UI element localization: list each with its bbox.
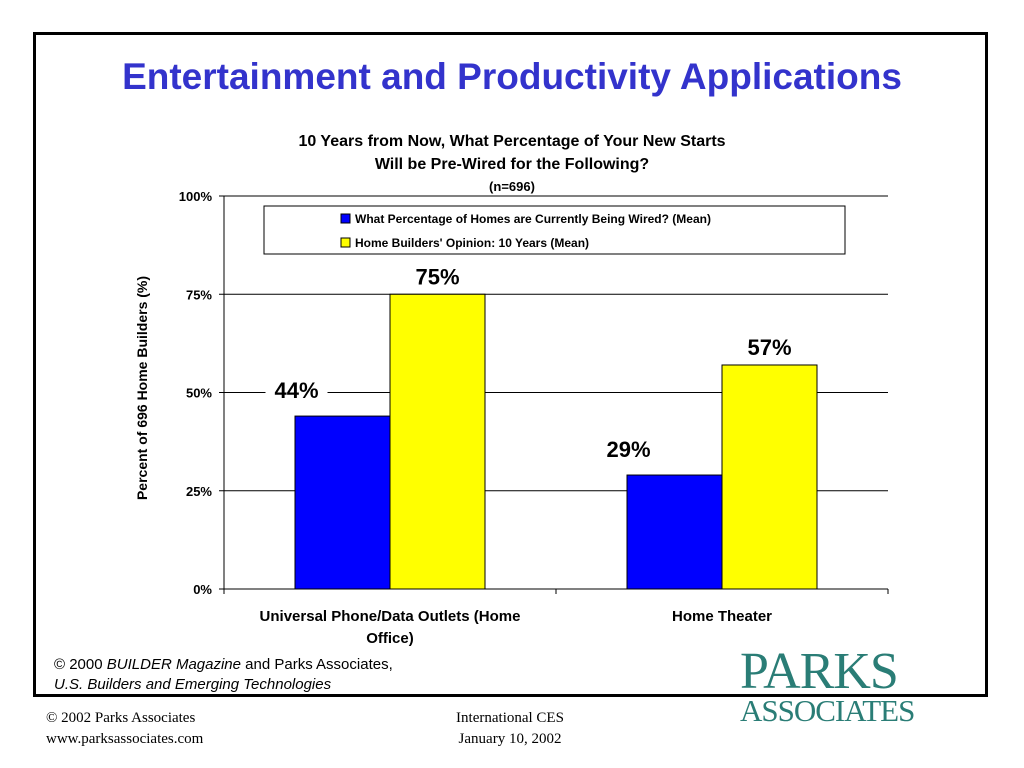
bar-chart: 10 Years from Now, What Percentage of Yo… xyxy=(179,133,889,647)
legend: What Percentage of Homes are Currently B… xyxy=(263,205,846,255)
chart-title: 10 Years from Now, What Percentage of Yo… xyxy=(298,133,725,194)
y-axis: 0% 25% 50% 75% 100% xyxy=(179,189,889,597)
legend-swatch xyxy=(340,213,351,224)
chart-title-line: Will be Pre-Wired for the Following? xyxy=(375,156,649,173)
data-labels: 44% 75% 29% 57% xyxy=(265,262,801,464)
y-tick-label: 50% xyxy=(186,386,212,401)
bar xyxy=(294,415,391,590)
legend-box xyxy=(263,205,846,255)
data-label-bg xyxy=(597,435,660,464)
footer-event-date: January 10, 2002 xyxy=(458,731,562,747)
y-tick-label: 100% xyxy=(179,189,213,204)
y-axis-label: Percent of 696 Home Builders (%) xyxy=(134,275,150,501)
legend-label: What Percentage of Homes are Currently B… xyxy=(355,212,711,226)
slide-title: Entertainment and Productivity Applicati… xyxy=(122,56,902,97)
data-label-bg xyxy=(406,262,469,291)
data-label: 57% xyxy=(747,335,791,360)
footer-website: www.parksassociates.com xyxy=(46,731,204,747)
source-prefix: © 2000 xyxy=(54,656,107,673)
legend-swatch xyxy=(340,237,351,248)
slide-frame xyxy=(33,32,988,697)
legend-label: Home Builders' Opinion: 10 Years (Mean) xyxy=(355,236,589,250)
y-tick-label: 75% xyxy=(186,287,212,302)
data-label-bg xyxy=(738,332,801,361)
logo-line-1: PARKS xyxy=(740,643,899,700)
source-report: U.S. Builders and Emerging Technologies xyxy=(54,676,332,693)
footer-left: © 2002 Parks Associates www.parksassocia… xyxy=(46,708,203,750)
data-label: 29% xyxy=(606,437,650,462)
bar xyxy=(389,293,486,590)
x-axis: Universal Phone/Data Outlets (Home Office… xyxy=(260,608,773,647)
footer-copyright: © 2002 Parks Associates xyxy=(46,710,196,726)
y-tick-label: 25% xyxy=(186,484,212,499)
logo-line-2: ASSOCIATES xyxy=(740,693,915,728)
x-category-label: Universal Phone/Data Outlets (Home xyxy=(260,608,521,625)
y-tick-label: 0% xyxy=(193,582,212,597)
data-label-bg xyxy=(265,376,328,405)
bar xyxy=(626,474,723,590)
x-category-label: Office) xyxy=(366,630,414,647)
bars xyxy=(294,293,818,590)
source-citation: © 2000 BUILDER Magazine and Parks Associ… xyxy=(54,655,393,695)
bar xyxy=(721,364,818,590)
x-category-label: Home Theater xyxy=(672,608,772,625)
parks-associates-logo: PARKS ASSOCIATES xyxy=(740,643,920,728)
footer-event: International CES January 10, 2002 xyxy=(430,708,590,750)
data-label: 44% xyxy=(274,378,318,403)
footer-event-name: International CES xyxy=(456,710,564,726)
chart-title-line: 10 Years from Now, What Percentage of Yo… xyxy=(298,133,725,150)
source-suffix: and Parks Associates, xyxy=(241,656,393,673)
chart-title-line: (n=696) xyxy=(489,179,535,194)
data-label: 75% xyxy=(415,264,459,289)
source-magazine: BUILDER Magazine xyxy=(106,656,241,673)
